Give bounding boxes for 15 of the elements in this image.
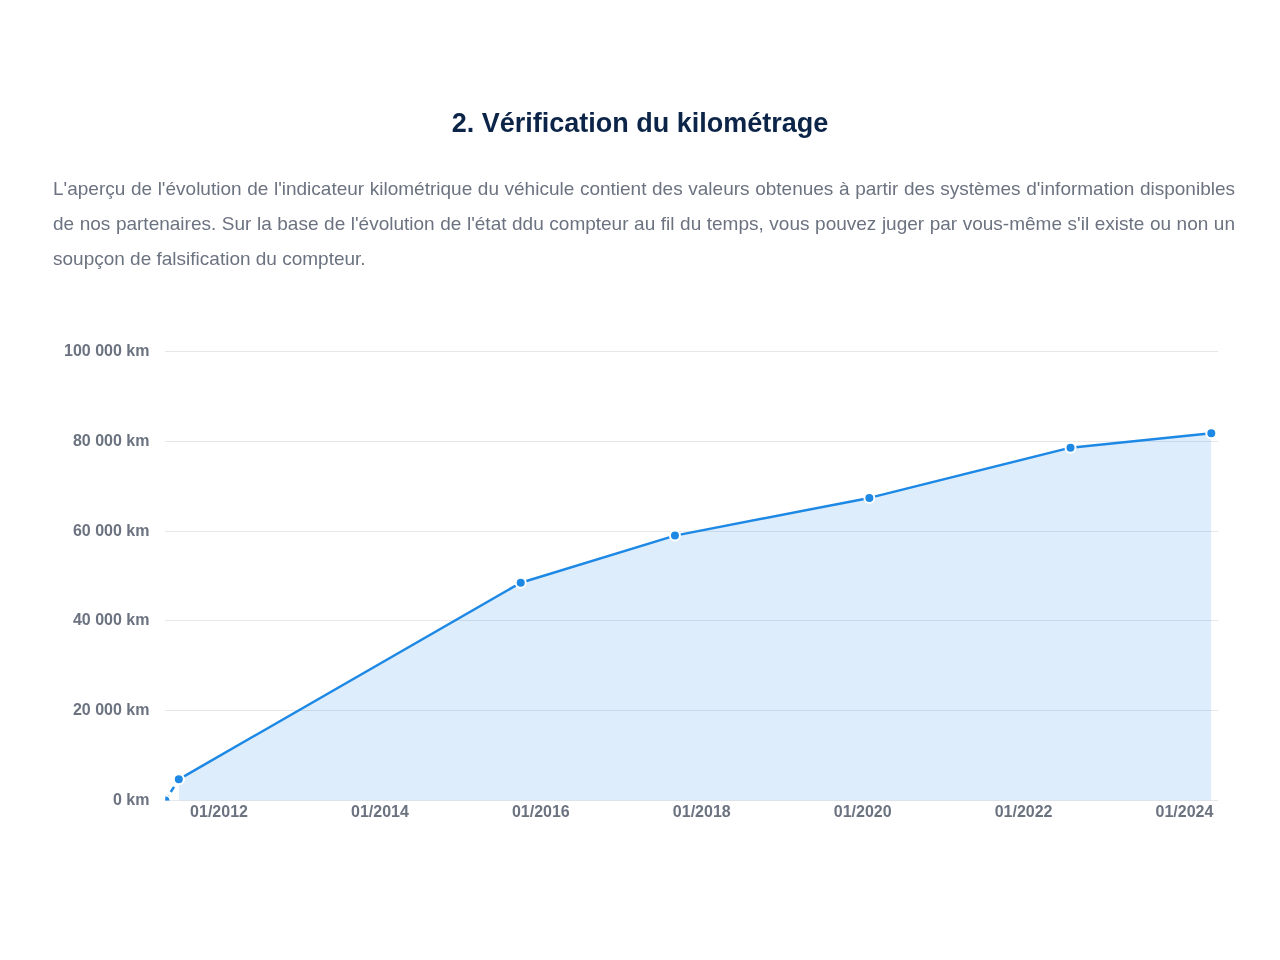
x-tick-label: 01/2016 (511, 803, 570, 821)
y-tick-label: 80 000 km (72, 431, 150, 449)
chart-subtitle: L'aperçu de l'évolution de l'indicateur kilométrique du véhicule contient des valeurs obtenues à partir des systèmes d'information disponibles de nos partenaires. Sur la base de l'évolution de l'état ddu compteur au fil du temps, vous pouvez juger par vous-même s'il existe ou non un soupçon de falsification du compteur. (53, 177, 1235, 271)
x-tick-label: 01/2012 (190, 803, 249, 821)
x-tick-label: 01/2020 (833, 803, 892, 821)
chart-title: 2. Vérification du kilométrage (450, 108, 830, 139)
x-tick-label: 01/2018 (672, 803, 731, 821)
y-tick-label: 100 000 km (64, 342, 150, 360)
x-tick-label: 01/2024 (1155, 803, 1214, 821)
x-tick-label: 01/2014 (351, 803, 409, 821)
y-tick-label: 60 000 km (72, 521, 150, 539)
x-tick-label: 01/2022 (994, 803, 1053, 821)
y-tick-label: 20 000 km (72, 701, 150, 719)
y-tick-label: 0 km (112, 790, 150, 808)
y-tick-label: 40 000 km (72, 611, 150, 629)
